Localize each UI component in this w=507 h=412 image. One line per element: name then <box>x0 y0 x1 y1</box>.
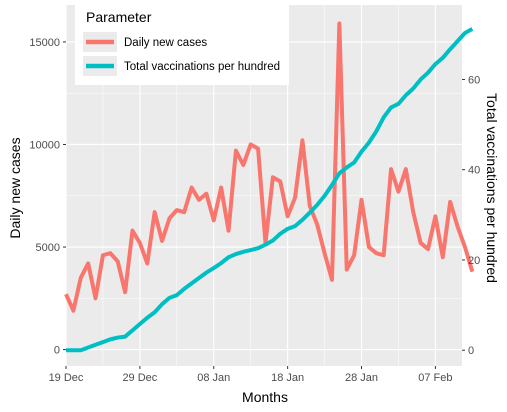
series-line-vaccinations <box>66 27 474 353</box>
y-axis-title: Daily new cases <box>7 137 23 238</box>
series-line-daily-cases <box>64 21 475 313</box>
x-axis-title: Months <box>242 389 288 405</box>
right-tick-label: 0 <box>468 345 474 357</box>
x-tick-label: 29 Dec <box>122 372 157 384</box>
x-axis: 19 Dec 29 Dec 08 Jan 18 Jan 28 Jan 07 Feb <box>49 366 453 384</box>
y2-axis-title: Total vaccinations per hundred <box>484 93 500 283</box>
left-tick-label: 15000 <box>29 37 60 49</box>
right-y-axis: 020406080 <box>462 74 480 357</box>
right-tick-label: 20 <box>468 255 480 267</box>
legend-title: Parameter <box>86 9 152 25</box>
x-tick-label: 08 Jan <box>197 372 230 384</box>
legend: Parameter Daily new cases Total vaccinat… <box>75 5 289 85</box>
series-layer <box>64 21 475 353</box>
legend-label-vaccinations: Total vaccinations per hundred <box>124 61 280 73</box>
right-tick-label: 60 <box>468 74 480 86</box>
left-tick-label: 5000 <box>36 242 60 254</box>
x-tick-label: 19 Dec <box>49 372 84 384</box>
left-y-axis: 0 5000 10000 15000 <box>29 37 66 357</box>
left-tick-label: 10000 <box>29 139 60 151</box>
left-tick-label: 0 <box>54 345 60 357</box>
legend-label-daily-cases: Daily new cases <box>124 37 207 49</box>
x-tick-label: 07 Feb <box>418 372 452 384</box>
x-tick-label: 28 Jan <box>345 372 378 384</box>
x-tick-label: 18 Jan <box>271 372 304 384</box>
right-tick-label: 40 <box>468 165 480 177</box>
